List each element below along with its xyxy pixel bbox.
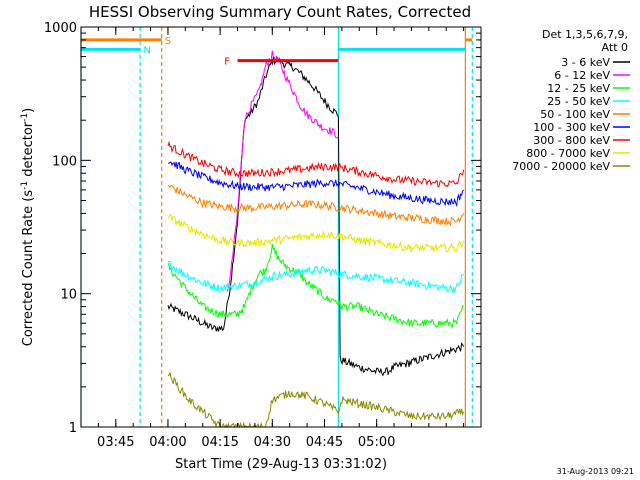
legend-label-4: 50 - 100 keV	[540, 108, 610, 121]
series-line-2	[167, 244, 464, 329]
y-axis-label: Corrected Count Rate (s-1 detector-1)	[20, 108, 36, 346]
flag-label-n: N	[143, 45, 150, 56]
legend-label-2: 12 - 25 keV	[547, 82, 610, 95]
x-tick-label-5: 05:00	[358, 435, 395, 450]
x-tick-label-1: 04:00	[149, 435, 186, 450]
footer-date: 31-Aug-2013 09:21	[557, 467, 634, 476]
series-line-3	[167, 260, 464, 294]
y-axis-label-sup2: -1	[20, 113, 30, 122]
series-line-5	[167, 161, 464, 208]
legend-label-1: 6 - 12 keV	[554, 69, 610, 82]
legend-label-6: 300 - 800 keV	[533, 134, 610, 147]
legend-label-3: 25 - 50 keV	[547, 95, 610, 108]
legend-header-attenuator: Att 0	[602, 41, 628, 54]
chart-title: HESSI Observing Summary Count Rates, Cor…	[89, 3, 471, 21]
y-tick-label-1: 10	[60, 288, 77, 303]
series-line-1	[226, 50, 339, 292]
x-axis-label: Start Time (29-Aug-13 03:31:02)	[175, 457, 387, 472]
series-line-7	[167, 213, 465, 253]
y-tick-label-3: 1000	[44, 21, 77, 36]
legend-label-0: 3 - 6 keV	[561, 56, 610, 69]
x-tick-label-4: 04:45	[306, 435, 343, 450]
series-line-6	[167, 140, 465, 188]
legend-label-5: 100 - 300 keV	[533, 121, 610, 134]
legend-label-7: 800 - 7000 keV	[526, 147, 610, 160]
series-line-8	[167, 371, 465, 429]
axes: 03:45 04:00 04:15 04:30 04:45 05:00 1 10 100 1000	[44, 21, 482, 450]
y-tick-label-0: 1	[69, 421, 77, 436]
legend-label-8: 7000 - 20000 keV	[512, 160, 610, 173]
flag-label-s: S	[165, 36, 171, 47]
x-tick-label-3: 04:30	[254, 435, 291, 450]
plot-frame	[80, 26, 482, 428]
series-line-0	[167, 56, 465, 377]
y-axis-label-sup1: -1	[20, 181, 30, 190]
x-tick-label-0: 03:45	[97, 435, 134, 450]
flag-label-f: F	[224, 57, 230, 68]
y-tick-label-2: 100	[52, 154, 77, 169]
x-tick-label-2: 04:15	[201, 435, 238, 450]
legend-header-detectors: Det 1,3,5,6,7,9,	[542, 28, 628, 41]
series-line-4	[167, 184, 465, 227]
plot-area: S N F	[80, 27, 473, 429]
